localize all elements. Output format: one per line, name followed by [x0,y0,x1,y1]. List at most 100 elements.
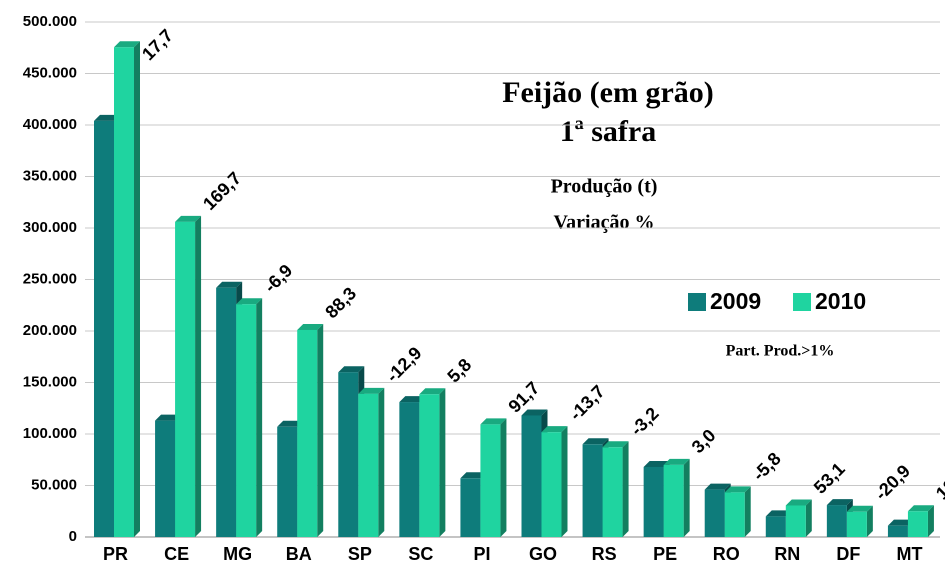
x-tick-label: PE [653,544,677,564]
variation-label: 3,0 [688,425,720,457]
variation-label: 169,7 [199,168,245,214]
y-tick-label: 500.000 [23,13,77,30]
bar-top [114,41,140,48]
x-tick-label: PR [103,544,128,564]
y-tick-label: 200.000 [23,322,77,339]
bar-top [480,418,507,425]
x-tick-label: DF [836,544,860,564]
y-tick-label: 450.000 [23,64,77,81]
bar-side [683,458,690,537]
bar-side [256,298,263,537]
y-tick-label: 350.000 [23,167,77,184]
bar-top [155,414,182,421]
bar-top [399,396,426,403]
bar [460,478,481,537]
bar [338,372,359,537]
bar-top [236,298,263,305]
bar-top [419,388,446,395]
bar-top [277,420,304,427]
x-tick-label: BA [286,544,312,564]
bar [94,120,114,537]
variation-label: 53,1 [810,459,849,498]
bar [297,329,318,537]
variation-label: -6,9 [260,260,296,296]
bar [216,287,237,537]
subtitle-line2: Variação % [554,212,655,234]
bar-top [94,114,120,121]
chart-title-line2: 1ª safra [560,115,656,148]
bar-side [622,441,629,537]
y-tick-label: 300.000 [23,219,77,236]
x-tick-label: SC [408,544,433,564]
bar-side [439,388,446,537]
bar [643,466,664,537]
y-tick-label: 250.000 [23,270,77,287]
bar-side [866,505,873,537]
bar-top [602,441,629,448]
subtitle: Produção (t) [551,176,658,198]
legend-swatch [793,293,811,311]
bar-side [805,499,812,537]
bar-top [297,323,324,330]
bar-top [887,519,914,526]
bar-top [765,510,792,517]
bar-side [744,486,751,537]
variation-label: 127,1 [932,457,945,503]
bar [704,489,725,537]
bar-top [663,458,690,465]
bar-top [582,438,609,445]
bar [907,511,928,537]
bar [521,415,542,537]
bar-side [378,387,385,537]
bar-top [724,486,751,493]
variation-label: 88,3 [321,283,360,322]
x-tick-label: PI [473,544,490,564]
y-tick-label: 0 [69,528,77,545]
bar [582,444,603,537]
bar [399,402,420,537]
bar-side [134,41,140,538]
y-tick-label: 100.000 [23,425,77,442]
x-tick-label: MG [223,544,252,564]
x-tick-label: RN [774,544,800,564]
bar-side [317,323,324,537]
x-tick-label: MT [896,544,922,564]
x-tick-label: RS [592,544,617,564]
bar-top [541,426,568,433]
note: Part. Prod.>1% [726,343,835,360]
bar-top [338,366,365,373]
bar-top [358,387,385,394]
legend-swatch [688,293,706,311]
bar-side [927,505,934,537]
bar [724,492,745,537]
bar [358,393,379,537]
variation-label: 5,8 [443,355,475,387]
bar [887,525,908,537]
bar-top [785,499,812,506]
bar-side [561,426,568,537]
bar-top [175,215,202,222]
bar-top [521,409,548,416]
bar [480,424,501,537]
x-tick-label: GO [529,544,557,564]
variation-label: -12,9 [382,343,425,386]
y-tick-label: 400.000 [23,116,77,133]
bar [785,505,806,537]
bar [114,47,134,538]
variation-label: -5,8 [749,449,785,485]
x-tick-label: RO [713,544,740,564]
y-tick-label: 150.000 [23,373,77,390]
x-tick-label: SP [348,544,372,564]
bar [277,426,298,537]
bar [846,511,867,537]
bar-side [195,215,202,537]
bar [765,516,786,537]
chart-title: Feijão (em grão) [502,76,714,109]
bar [419,394,440,537]
bar [602,447,623,537]
bar-top [704,483,731,490]
bar-top [460,472,487,479]
variation-label: -20,9 [871,461,914,504]
bar-top [643,460,670,467]
